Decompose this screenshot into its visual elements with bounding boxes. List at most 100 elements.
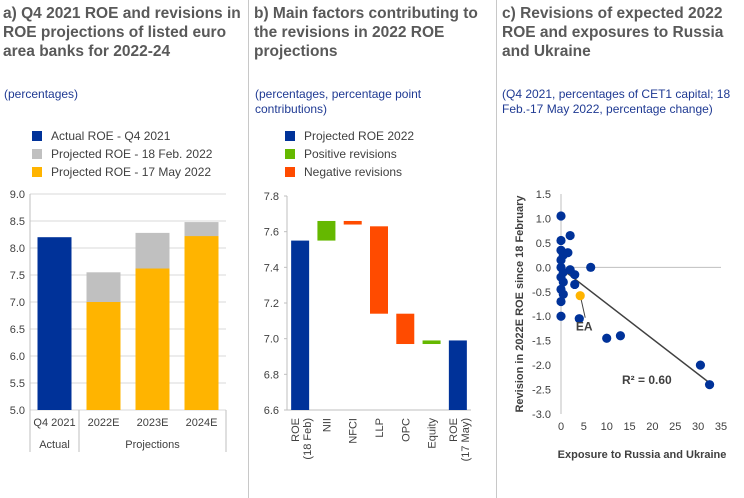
chart-c-scatter: 1.5 1.0 0.5 0.0 -0.5 -1.0 -1.5 -2.0 -2.5 -3.0 0 5 10… [514, 189, 727, 461]
group-label-projections: Projections [125, 439, 180, 451]
ea-label: EA [576, 320, 593, 334]
legend-swatch-actual [32, 131, 42, 141]
legend-label-feb: Projected ROE - 18 Feb. 2022 [51, 147, 213, 161]
y-tick-label: 0.0 [536, 262, 551, 274]
panel-b-subtitle: (percentages, percentage point contribut… [255, 87, 422, 116]
scatter-point [615, 331, 626, 341]
x-tick-label-line: Equity [427, 418, 439, 449]
x-tick-label: 2024E [186, 417, 218, 429]
panel-a-subtitle: (percentages) [4, 87, 79, 101]
group-label-actual: Actual [39, 439, 70, 451]
x-tick-label: 0 [558, 421, 564, 433]
scatter-point [556, 311, 566, 321]
x-tick-label-line: ROE [290, 418, 302, 442]
x-tick-label: NII [321, 418, 333, 432]
bar-2022e-may [86, 302, 121, 410]
legend-swatch-projected [285, 131, 295, 141]
x-tick-label: Q4 2021 [33, 417, 75, 429]
scatter-point [556, 235, 566, 246]
y-tick-label: 6.6 [264, 405, 279, 417]
scatter-point [558, 277, 568, 287]
y-tick-label: 7.6 [264, 227, 279, 239]
legend-item-feb: Projected ROE - 18 Feb. 2022 [32, 145, 212, 163]
y-tick-label: -2.5 [532, 385, 551, 397]
chart-a-roe-projections: 9.0 8.5 8.0 7.5 7.0 6.5 6.0 5.5 5.0 Q4 2021 2022E 2… [10, 189, 227, 452]
x-tick-label: ROE(18 Feb) [290, 418, 314, 460]
x-tick-label: 15 [623, 421, 635, 433]
x-tick-label: OPC [400, 418, 412, 442]
r-squared-label: R² = 0.60 [622, 373, 672, 387]
y-tick-label: 1.5 [536, 189, 551, 201]
y-tick-label: 5.0 [10, 405, 25, 417]
legend-swatch-feb [32, 149, 42, 159]
panel-a-title: a) Q4 2021 ROE and revisions in ROE proj… [3, 5, 241, 60]
panel-b-title: b) Main factors contributing to the revi… [254, 5, 478, 60]
trendline [560, 267, 713, 386]
y-tick-label: 8.5 [10, 216, 25, 228]
panel-a-legend: Actual ROE - Q4 2021 Projected ROE - 18 … [32, 127, 212, 181]
bar-2023e-may [135, 268, 170, 410]
legend-item-positive: Positive revisions [285, 145, 414, 163]
panel-c-title: c) Revisions of expected 2022 ROE and ex… [502, 5, 724, 60]
x-tick-label: 25 [669, 421, 681, 433]
legend-label-may: Projected ROE - 17 May 2022 [51, 165, 212, 179]
y-tick-label: 6.0 [10, 351, 25, 363]
x-tick-label-line: (18 Feb) [302, 418, 314, 460]
y-tick-label: 8.0 [10, 243, 25, 255]
y-tick-label: -3.0 [532, 409, 551, 421]
legend-item-projected: Projected ROE 2022 [285, 127, 414, 145]
legend-label-actual: Actual ROE - Q4 2021 [51, 129, 171, 143]
scatter-point [570, 279, 580, 290]
y-tick-label: -0.5 [532, 287, 551, 299]
legend-label-projected: Projected ROE 2022 [304, 129, 415, 143]
bar-roe-17-may [448, 340, 467, 410]
x-tick-label: 10 [601, 421, 613, 433]
y-tick-label: 7.0 [10, 297, 25, 309]
y-tick-label: 5.5 [10, 378, 25, 390]
panel-b-legend: Projected ROE 2022 Positive revisions Ne… [285, 127, 414, 181]
scatter-point-ea [575, 291, 585, 301]
x-axis-title: Exposure to Russia and Ukraine [558, 449, 727, 461]
bar-nfci [343, 220, 362, 225]
x-tick-label: LLP [374, 418, 386, 438]
legend-swatch-positive [285, 149, 295, 159]
y-tick-label: -1.0 [532, 311, 551, 323]
divider-ab [248, 0, 249, 498]
panel-c-subtitle: (Q4 2021, percentages of CET1 capital; 1… [502, 87, 731, 116]
scatter-point [704, 380, 715, 390]
legend-swatch-may [32, 167, 42, 177]
y-axis-title: Revision in 2022E ROE since 18 February [514, 195, 526, 413]
y-tick-label: 6.5 [10, 324, 25, 336]
bar-nii [317, 220, 336, 241]
scatter-point [586, 262, 596, 272]
legend-label-negative: Negative revisions [304, 165, 403, 179]
x-tick-label: Equity [427, 418, 439, 449]
legend-label-positive: Positive revisions [304, 147, 397, 161]
scatter-point [556, 296, 566, 307]
divider-bc [496, 0, 497, 498]
x-tick-label: NFCI [348, 418, 360, 444]
scatter-point [565, 230, 575, 241]
scatter-point [556, 211, 566, 221]
x-tick-label-line: NFCI [348, 418, 360, 444]
y-tick-label: -2.0 [532, 360, 551, 372]
scatter-point [558, 289, 568, 299]
y-tick-label: 7.8 [264, 191, 279, 203]
bar-roe-18-feb [291, 240, 310, 410]
x-tick-label: ROE(17 May) [448, 418, 472, 461]
y-tick-label: 9.0 [10, 189, 25, 201]
scatter-point [563, 248, 573, 258]
y-tick-label: 6.8 [264, 369, 279, 381]
bar-opc [396, 313, 415, 345]
x-tick-label-line: LLP [374, 418, 386, 438]
scatter-point [695, 360, 706, 370]
ea-leader-line [580, 299, 586, 318]
legend-item-negative: Negative revisions [285, 163, 414, 181]
bar-llp [370, 226, 388, 314]
legend-swatch-negative [285, 167, 295, 177]
x-tick-label-line: (17 May) [460, 418, 472, 461]
legend-item-actual: Actual ROE - Q4 2021 [32, 127, 212, 145]
y-tick-label: 7.5 [10, 270, 25, 282]
bar-equity [422, 340, 441, 345]
